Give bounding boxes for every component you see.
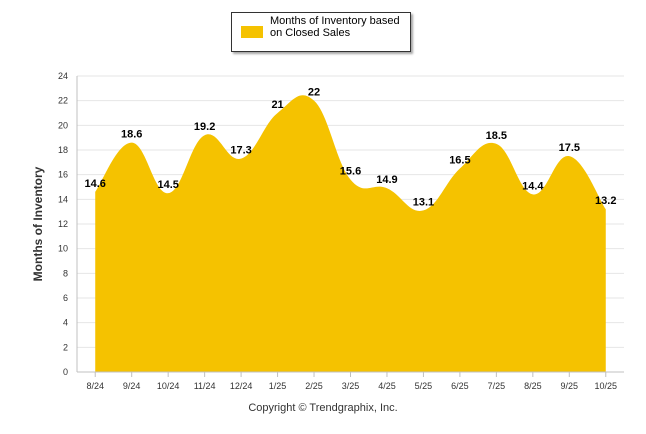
legend-label: Months of Inventory based on Closed Sale… (270, 15, 400, 39)
x-tick-label: 11/24 (194, 381, 216, 391)
data-label: 14.5 (157, 179, 178, 191)
y-tick-label: 22 (58, 96, 68, 106)
x-tick-label: 8/24 (86, 381, 104, 391)
x-tick-label: 1/25 (269, 381, 287, 391)
data-label: 15.6 (340, 166, 361, 178)
data-label: 14.6 (85, 178, 106, 190)
data-label: 22 (308, 87, 320, 99)
x-tick-label: 5/25 (415, 381, 433, 391)
x-tick-label: 7/25 (488, 381, 506, 391)
y-tick-label: 0 (63, 367, 68, 377)
x-tick-label: 10/25 (595, 381, 618, 391)
legend: Months of Inventory based on Closed Sale… (231, 12, 411, 52)
y-tick-label: 4 (63, 318, 68, 328)
data-label: 21 (271, 99, 283, 111)
legend-swatch (241, 26, 263, 38)
data-labels: 14.6 18.6 14.5 19.2 17.3 21 22 15.6 14.9 13.1 16.5… (85, 87, 617, 209)
x-tick-label: 4/25 (378, 381, 396, 391)
data-label: 13.1 (413, 196, 434, 208)
y-tick-label: 16 (58, 170, 68, 180)
data-label: 16.5 (449, 155, 470, 167)
data-label: 18.6 (121, 129, 142, 141)
data-label: 19.2 (194, 121, 215, 133)
y-tick-label: 18 (58, 145, 68, 155)
x-tick-label: 9/25 (561, 381, 579, 391)
x-tick-label: 12/24 (230, 381, 253, 391)
series-area (95, 95, 606, 372)
y-tick-label: 6 (63, 293, 68, 303)
y-tick-label: 8 (63, 268, 68, 278)
data-label: 17.5 (559, 142, 580, 154)
x-tick-label: 9/24 (123, 381, 141, 391)
data-label: 18.5 (486, 130, 507, 142)
y-tick-label: 20 (58, 120, 68, 130)
x-axis-ticks: 8/24 9/24 10/24 11/24 12/24 1/25 2/25 3/25 4/25 5… (86, 372, 617, 391)
x-tick-label: 8/25 (524, 381, 542, 391)
x-tick-label: 2/25 (305, 381, 323, 391)
y-tick-label: 2 (63, 342, 68, 352)
data-label: 14.4 (522, 180, 544, 192)
x-tick-label: 10/24 (157, 381, 180, 391)
y-axis-title: Months of Inventory (31, 166, 45, 281)
y-tick-label: 12 (58, 219, 68, 229)
y-tick-label: 14 (58, 194, 68, 204)
y-tick-label: 10 (58, 244, 68, 254)
data-label: 17.3 (230, 145, 251, 157)
data-label: 13.2 (595, 195, 616, 207)
x-tick-label: 6/25 (451, 381, 469, 391)
y-tick-label: 24 (58, 71, 68, 81)
x-tick-label: 3/25 (342, 381, 360, 391)
copyright-text: Copyright © Trendgraphix, Inc. (248, 402, 398, 414)
data-label: 14.9 (376, 174, 397, 186)
